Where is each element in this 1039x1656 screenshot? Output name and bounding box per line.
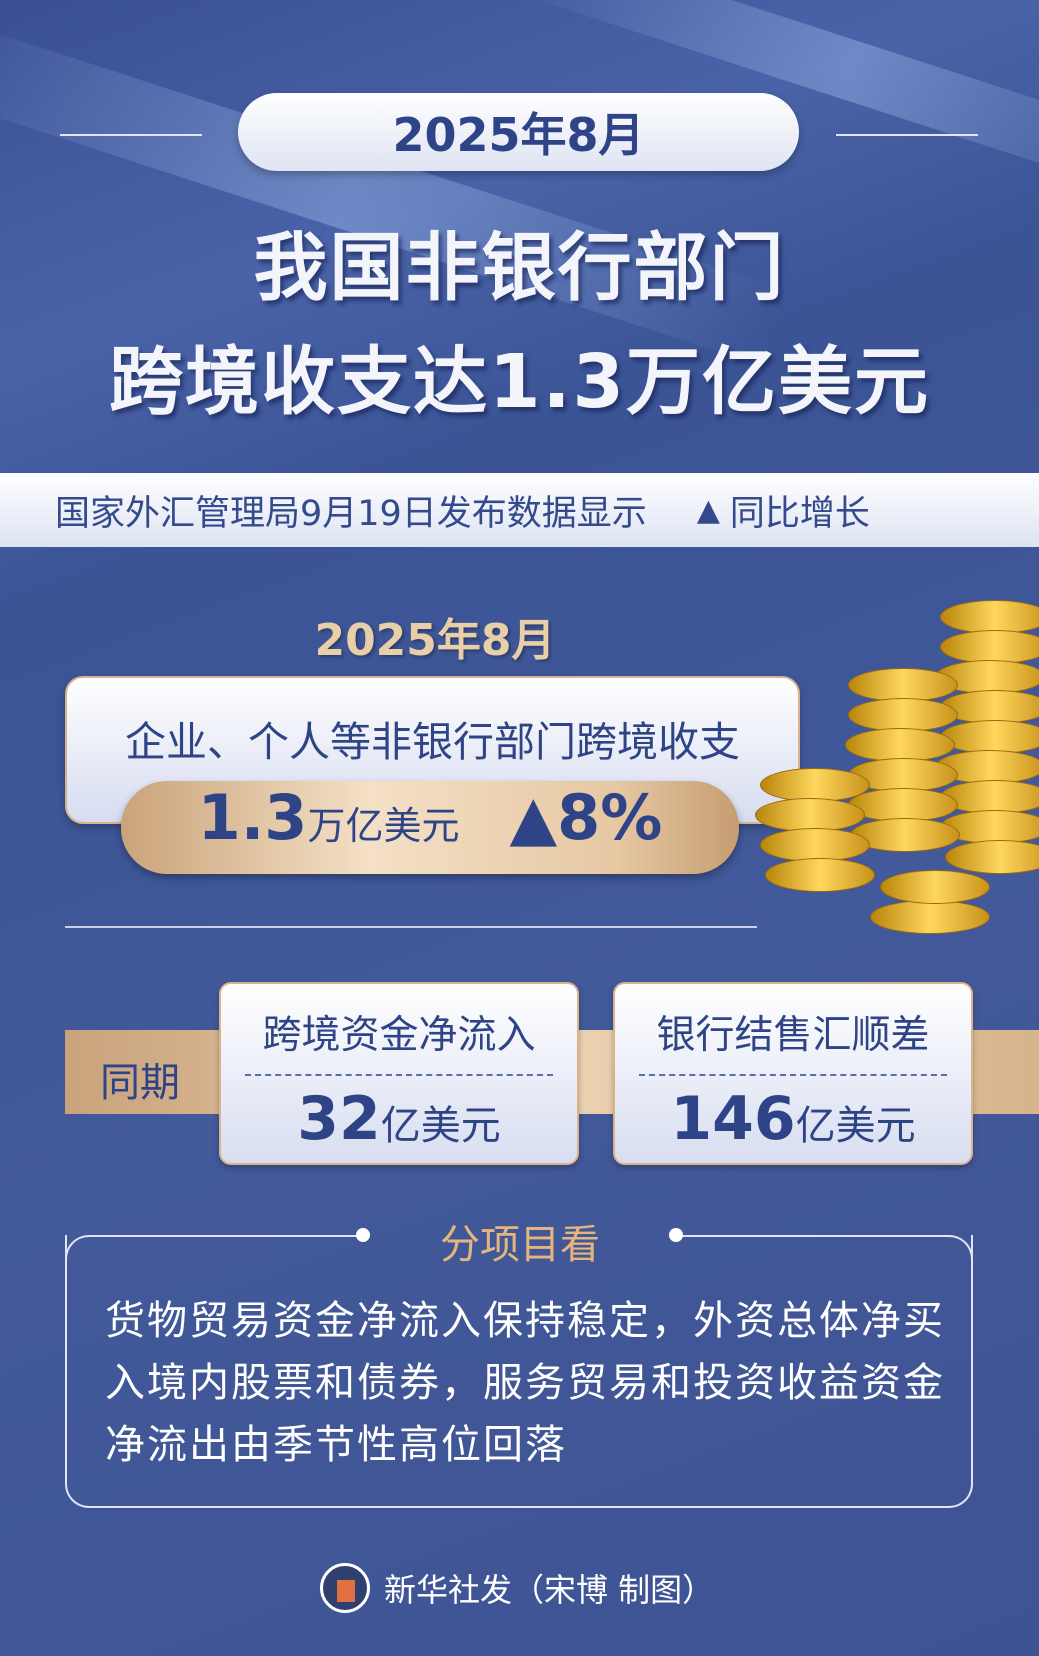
source-text: 国家外汇管理局9月19日发布数据显示: [55, 493, 647, 534]
date-pill: 2025年8月: [238, 93, 799, 171]
same-period-label: 同期: [100, 1060, 180, 1106]
footer-credit: 新华社发（宋博 制图）: [384, 1571, 715, 1609]
main-date: 2025年8月: [314, 615, 556, 666]
breakdown-title: 分项目看: [440, 1222, 600, 1268]
page-title-line1: 我国非银行部门: [253, 225, 786, 311]
stat-unit: 亿美元: [380, 1103, 501, 1149]
stat-value: 146: [670, 1084, 796, 1154]
dashed-divider: [639, 1074, 947, 1076]
footer: 新华社发（宋博 制图）: [320, 1563, 714, 1613]
triangle-up-icon: ▲: [696, 492, 720, 528]
divider-line: [836, 134, 978, 136]
breakdown-box: [65, 1235, 973, 1508]
main-label: 企业、个人等非银行部门跨境收支: [125, 718, 740, 766]
stat-card-net-inflow: 跨境资金净流入 32亿美元: [219, 982, 579, 1165]
main-value: 1.3: [197, 781, 308, 854]
stat-value: 32: [297, 1084, 381, 1154]
dot-marker: [356, 1228, 370, 1242]
box-top-line: [676, 1235, 949, 1237]
divider-line: [60, 134, 202, 136]
xinhua-logo-icon: [320, 1563, 370, 1613]
dashed-divider: [245, 1074, 553, 1076]
section-divider: [65, 926, 757, 928]
main-growth: ▲8%: [509, 781, 663, 854]
box-top-line: [89, 1235, 363, 1237]
main-unit: 万亿美元: [307, 804, 460, 848]
breakdown-text: 货物贸易资金净流入保持稳定，外资总体净买入境内股票和债券，服务贸易和投资收益资金…: [105, 1298, 945, 1468]
stat-card-fx-surplus: 银行结售汇顺差 146亿美元: [613, 982, 973, 1165]
source-band: 国家外汇管理局9月19日发布数据显示 ▲ 同比增长: [0, 473, 1039, 547]
page-title-line2: 跨境收支达1.3万亿美元: [108, 339, 931, 425]
stat-unit: 亿美元: [795, 1103, 916, 1149]
legend-text: 同比增长: [729, 493, 870, 534]
dot-marker: [669, 1228, 683, 1242]
stat-label: 跨境资金净流入: [262, 1013, 536, 1058]
main-value-pill: 1.3 万亿美元 ▲8%: [121, 781, 739, 874]
stat-label: 银行结售汇顺差: [656, 1013, 930, 1058]
